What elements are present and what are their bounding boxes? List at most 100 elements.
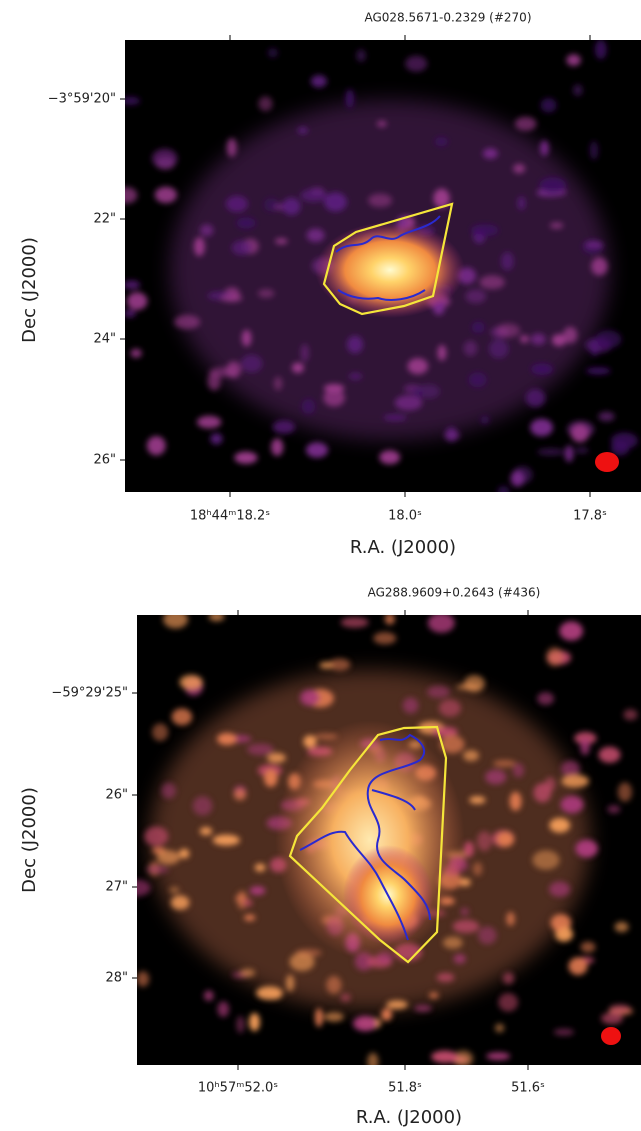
emission-blob <box>585 242 603 249</box>
emission-blob <box>498 486 510 498</box>
emission-blob <box>121 97 140 105</box>
emission-blob <box>247 744 274 756</box>
emission-blob <box>550 222 563 229</box>
emission-blob <box>236 1016 244 1033</box>
emission-blob <box>220 295 242 302</box>
emission-blob <box>319 662 333 669</box>
emission-blob <box>561 775 589 788</box>
emission-blob <box>437 973 455 982</box>
emission-blob <box>271 438 283 456</box>
emission-blob <box>473 862 483 876</box>
emission-blob <box>130 349 141 358</box>
emission-blob <box>124 280 141 289</box>
y-tick-label: −59°29'25" <box>51 686 128 701</box>
emission-blob <box>454 954 466 964</box>
emission-blob <box>501 252 514 270</box>
emission-blob <box>379 450 400 464</box>
emission-blob <box>172 708 193 725</box>
emission-blob <box>463 750 479 761</box>
emission-blob <box>171 895 190 909</box>
emission-blob <box>324 192 347 211</box>
beam <box>601 1027 621 1045</box>
emission-blob <box>306 442 328 457</box>
emission-blob <box>180 675 203 690</box>
emission-blob <box>373 632 396 644</box>
emission-blob <box>152 723 168 741</box>
emission-blob <box>367 1053 378 1071</box>
emission-blob <box>386 1000 408 1009</box>
emission-blob <box>456 684 480 690</box>
x-tick-label: 17.8ˢ <box>573 509 607 524</box>
emission-blob <box>559 621 583 640</box>
emission-blob <box>575 840 597 858</box>
emission-blob <box>493 760 516 767</box>
emission-blob <box>323 389 345 406</box>
emission-blob <box>498 993 518 1012</box>
emission-blob <box>506 912 515 926</box>
emission-blob <box>264 769 278 787</box>
emission-blob <box>194 237 205 256</box>
emission-blob <box>300 690 319 706</box>
emission-blob <box>444 430 460 441</box>
emission-blob <box>624 709 638 720</box>
emission-blob <box>590 141 599 160</box>
emission-blob <box>615 922 629 932</box>
emission-blob <box>530 419 553 437</box>
emission-blob <box>526 389 546 407</box>
emission-blob <box>469 796 485 804</box>
emission-blob <box>273 420 295 434</box>
emission-blob <box>539 177 566 193</box>
emission-blob <box>341 617 369 628</box>
emission-blob <box>179 849 189 859</box>
emission-blob <box>226 196 248 212</box>
emission-blob <box>561 796 584 813</box>
emission-blob <box>298 127 309 134</box>
emission-blob <box>477 831 492 851</box>
emission-blob <box>237 218 256 229</box>
emission-blob <box>532 850 559 870</box>
emission-blob <box>464 341 478 356</box>
x-axis-label: R.A. (J2000) <box>356 1107 462 1128</box>
emission-blob <box>193 796 213 815</box>
emission-blob <box>586 367 611 374</box>
emission-blob <box>580 738 590 755</box>
panel-title: AG028.5671-0.2329 (#270) <box>364 11 531 25</box>
emission-blob <box>515 117 537 131</box>
emission-blob <box>249 1013 260 1031</box>
emission-blob <box>479 275 504 289</box>
emission-blob <box>385 613 395 624</box>
emission-blob <box>537 448 564 455</box>
x-tick-label: 10ʰ57ᵐ52.0ˢ <box>198 1081 278 1096</box>
emission-blob <box>520 335 529 343</box>
x-tick-label: 51.8ˢ <box>388 1081 422 1096</box>
x-axis-label: R.A. (J2000) <box>350 537 456 558</box>
emission-blob <box>534 783 552 802</box>
emission-blob <box>511 471 525 487</box>
emission-blob <box>464 842 474 858</box>
emission-blob <box>174 315 200 329</box>
emission-blob <box>607 805 620 813</box>
emission-blob <box>234 789 246 801</box>
emission-blob <box>496 324 520 338</box>
emission-blob <box>258 289 274 298</box>
emission-blob <box>497 832 514 847</box>
emission-blob <box>356 49 365 61</box>
emission-blob <box>227 138 237 157</box>
emission-blob <box>152 149 177 168</box>
emission-blob <box>234 452 257 464</box>
emission-blob <box>326 976 341 994</box>
emission-blob <box>307 229 325 243</box>
emission-blob <box>347 336 363 354</box>
emission-blob <box>517 196 525 210</box>
emission-blob <box>302 399 315 414</box>
emission-blob <box>147 436 166 455</box>
emission-blob <box>274 377 283 391</box>
emission-blob <box>513 164 525 174</box>
emission-blob <box>609 1004 630 1013</box>
emission-blob <box>611 441 629 455</box>
emission-blob <box>275 238 288 244</box>
emission-blob <box>341 994 351 1002</box>
emission-blob <box>197 416 221 429</box>
emission-blob <box>549 882 570 897</box>
emission-blob <box>270 991 281 999</box>
